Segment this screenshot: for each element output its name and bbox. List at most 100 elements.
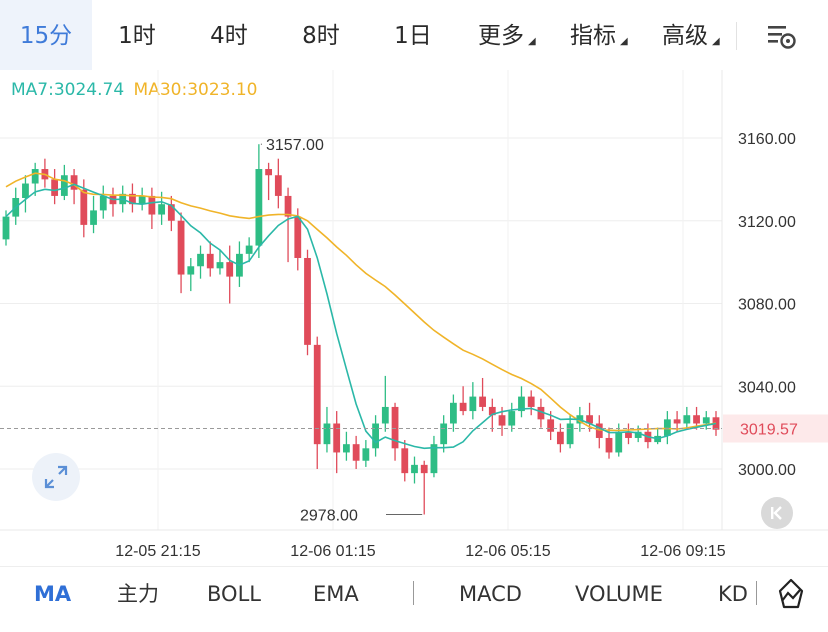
dropdown-triangle-icon: ◢ [528,36,536,47]
candle-body [566,423,574,445]
tab-4h[interactable]: 4时 [190,0,268,70]
indicator-ma[interactable]: MA [34,582,72,606]
dropdown-triangle-icon: ◢ [712,36,720,47]
skip-back-icon [771,506,782,520]
high-price-label: 3157.00 [266,137,324,154]
candle-body [673,419,681,424]
tab-1d[interactable]: 1日 [374,0,452,70]
x-tick-label: 12-06 01:15 [290,543,376,560]
settings-list-icon [768,26,796,49]
candle-body [508,411,516,426]
candle-body [488,406,496,416]
candle-body [420,464,428,474]
candle-body [556,431,564,445]
indicator-boll[interactable]: BOLL [207,582,261,606]
indicator-ema[interactable]: EMA [313,582,359,606]
candle-body [459,402,467,412]
candle-body [284,195,292,217]
x-tick-label: 12-06 09:15 [640,543,726,560]
candle-body [411,464,418,474]
candle-body [586,415,593,424]
candle-body [167,204,175,221]
candle-body [206,253,214,269]
tab-15m[interactable]: 15分 [0,0,92,70]
indicator-volume[interactable]: VOLUME [575,582,663,606]
tab-8h[interactable]: 8时 [282,0,360,70]
candle-body [479,396,486,407]
candle-body [148,195,156,215]
candle-body [90,210,97,225]
candle-body [51,179,59,196]
candle-body [313,344,321,445]
y-tick-label: 3080.00 [738,297,796,314]
indicator-bar: MA 主力 BOLL EMA MACD VOLUME KD [0,566,828,623]
ma-legend: MA7:3024.74 MA30:3023.10 [11,80,262,100]
candle-body [440,423,448,445]
candle-body [294,216,302,258]
candle-body [537,406,545,420]
candle-body [372,423,379,449]
candle-body [245,245,253,254]
low-price-label: 2978.00 [300,508,358,525]
candle-body [274,175,282,196]
y-tick-label: 3160.00 [738,131,796,148]
candle-body [255,169,263,246]
tab-advanced[interactable]: 高级 ◢ [652,0,720,70]
candle-body [469,396,477,412]
candle-body [80,189,88,225]
candle-body [615,431,623,453]
candle-body [333,423,341,453]
indicator-kd[interactable]: KD [718,582,748,606]
candlestick-chart[interactable]: 3019.57 3160.00 3120.00 3080.00 3040.00 3000.… [0,70,828,566]
candle-body [177,220,185,275]
divider [756,581,757,605]
candle-body [702,417,710,424]
draw-tool-button[interactable] [774,577,808,611]
tab-label: 指标 [570,23,616,49]
indicator-macd[interactable]: MACD [459,582,522,606]
candle-body [430,444,438,474]
ma7-line [5,183,717,450]
candle-body [323,423,331,445]
candle-body [216,262,224,269]
candle-body [605,437,613,453]
divider [413,581,414,605]
candle-body [60,175,68,196]
y-tick-label: 3120.00 [738,214,796,231]
tab-more[interactable]: 更多 ◢ [466,0,536,70]
divider [736,22,737,50]
candle-body [265,169,273,176]
candle-body [634,431,642,438]
candle-body [401,448,409,474]
candle-body [197,253,204,267]
candle-body [138,195,146,205]
tab-label: 1时 [118,23,156,49]
dropdown-triangle-icon: ◢ [620,36,628,47]
tab-label: 15分 [19,23,73,49]
candle-body [226,262,234,277]
scroll-to-latest-button[interactable] [761,497,793,529]
candle-body [683,415,691,424]
x-tick-label: 12-06 05:15 [465,543,551,560]
candle-body [547,419,555,432]
candle-body [362,448,370,461]
candle-body [99,195,107,211]
tab-indicators[interactable]: 指标 ◢ [560,0,628,70]
x-tick-label: 12-05 21:15 [115,543,201,560]
candle-body [527,396,535,407]
indicator-main-force[interactable]: 主力 [117,582,159,606]
candle-body [2,216,10,240]
drawing-pen-icon [778,578,804,609]
fullscreen-button[interactable] [32,453,80,501]
expand-icon [44,465,68,489]
candle-body [381,406,389,424]
y-tick-label: 3000.00 [738,462,796,479]
candle-body [625,431,632,438]
tab-label: 更多 [478,23,524,49]
ma30-value: MA30:3023.10 [133,80,258,100]
tab-label: 1日 [394,23,432,49]
timeframe-tabbar: 15分 1时 4时 8时 1日 更多 ◢ 指标 ◢ 高级 ◢ [0,0,828,70]
candle-body [498,415,506,426]
tab-1h[interactable]: 1时 [98,0,176,70]
chart-settings-button[interactable] [760,18,804,54]
